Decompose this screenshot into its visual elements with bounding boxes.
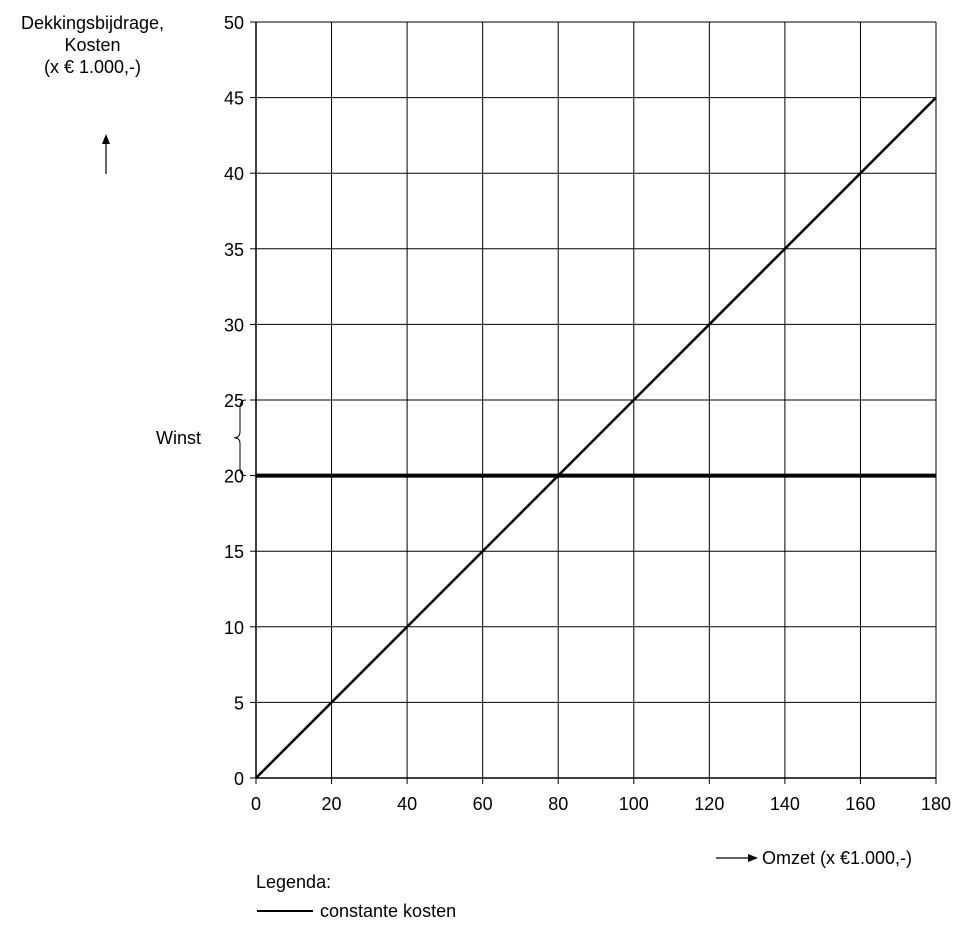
x-tick-label: 80 (548, 794, 568, 814)
annotation-winst: Winst (156, 428, 201, 448)
x-axis-label: Omzet (x €1.000,-) (762, 848, 913, 868)
x-tick-label: 60 (473, 794, 493, 814)
y-axis-label-line-2: Kosten (64, 35, 121, 55)
y-tick-label: 30 (224, 315, 244, 335)
arrow-right-icon (748, 854, 758, 862)
y-tick-label: 0 (234, 769, 244, 789)
legend-item-label: constante kosten (320, 901, 457, 921)
arrow-up-icon (102, 134, 110, 144)
legend-title: Legenda: (256, 872, 332, 892)
y-tick-label: 25 (224, 391, 244, 411)
tick-labels: 0 20 40 60 80 100 120 140 160 180 0 5 10 15 20 25 30 35 40… (224, 13, 951, 814)
x-tick-label: 160 (845, 794, 875, 814)
series-lines (255, 96, 937, 779)
x-tick-label: 180 (921, 794, 951, 814)
y-tick-label: 5 (234, 693, 244, 713)
y-tick-label: 50 (224, 13, 244, 33)
decorations (102, 134, 758, 912)
y-tick-label: 15 (224, 542, 244, 562)
x-tick-label: 20 (322, 794, 342, 814)
y-tick-label: 20 (224, 467, 244, 487)
x-tick-label: 100 (619, 794, 649, 814)
y-tick-label: 40 (224, 164, 244, 184)
y-axis-label-line-3: (x € 1.000,-) (43, 57, 142, 77)
axes (250, 21, 937, 784)
x-tick-label: 140 (770, 794, 800, 814)
brace-icon (233, 399, 247, 477)
y-axis-label: Dekkingsbijdrage, Kosten (x € 1.000,-) (0, 12, 185, 78)
series-line-dekkingsbijdrage (255, 96, 937, 779)
y-tick-label: 45 (224, 89, 244, 109)
y-tick-label: 10 (224, 618, 244, 638)
x-tick-label: 120 (694, 794, 724, 814)
y-axis-label-line-1: Dekkingsbijdrage, (20, 13, 165, 33)
y-tick-label: 35 (224, 240, 244, 260)
x-tick-label: 40 (397, 794, 417, 814)
x-tick-label: 0 (251, 794, 261, 814)
